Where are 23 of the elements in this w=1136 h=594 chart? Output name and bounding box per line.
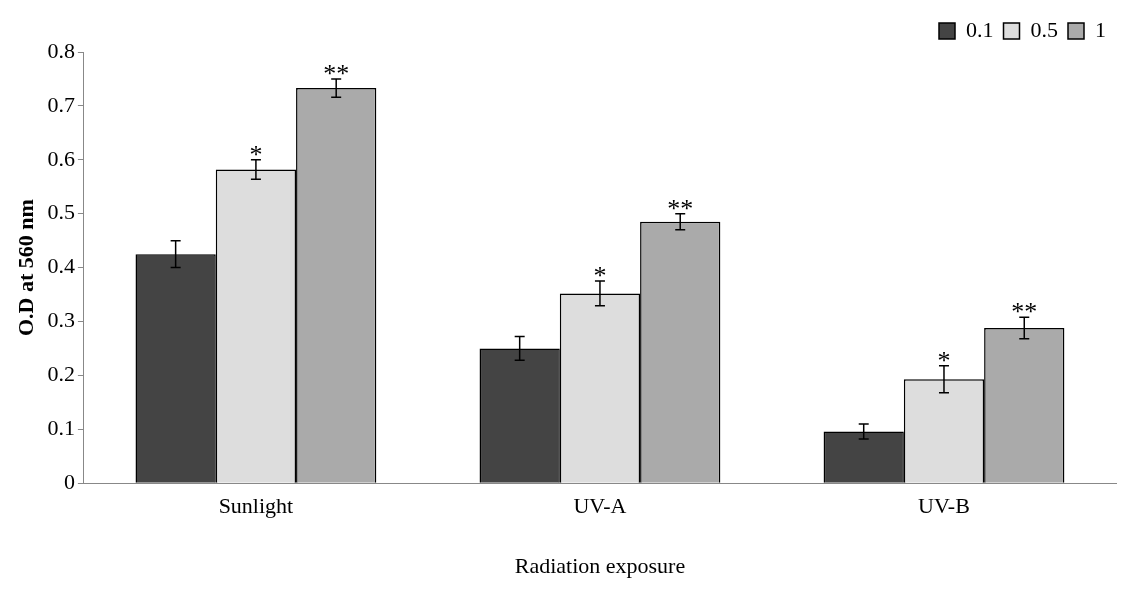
y-tick-label: 0.3: [47, 307, 75, 333]
y-tick-label: 0.6: [47, 145, 75, 171]
x-tick-label: UV-A: [573, 493, 627, 519]
y-tick-label: 0.2: [47, 361, 75, 387]
legend-label: 0.5: [1030, 16, 1058, 42]
x-tick-label: UV-B: [918, 493, 970, 519]
y-tick-label: 0.4: [47, 253, 75, 279]
y-tick-label: 0.7: [47, 91, 75, 117]
y-tick-label: 0: [63, 468, 75, 494]
annotation: *: [249, 139, 263, 169]
legend-label: 1: [1095, 16, 1106, 42]
x-tick-label: Sunlight: [218, 493, 294, 519]
y-axis-title: O.D at 560 nm: [12, 199, 38, 337]
x-axis-title: Radiation exposure: [514, 552, 686, 578]
y-tick-label: 0.1: [47, 415, 75, 441]
y-tick-label: 0.8: [47, 37, 75, 63]
annotation: **: [1011, 297, 1038, 327]
legend-label: 0.1: [966, 16, 994, 42]
annotation: **: [667, 193, 694, 223]
annotation: *: [593, 261, 607, 291]
annotation: **: [323, 58, 350, 88]
annotation: *: [937, 345, 951, 375]
y-tick-label: 0.5: [47, 199, 75, 225]
